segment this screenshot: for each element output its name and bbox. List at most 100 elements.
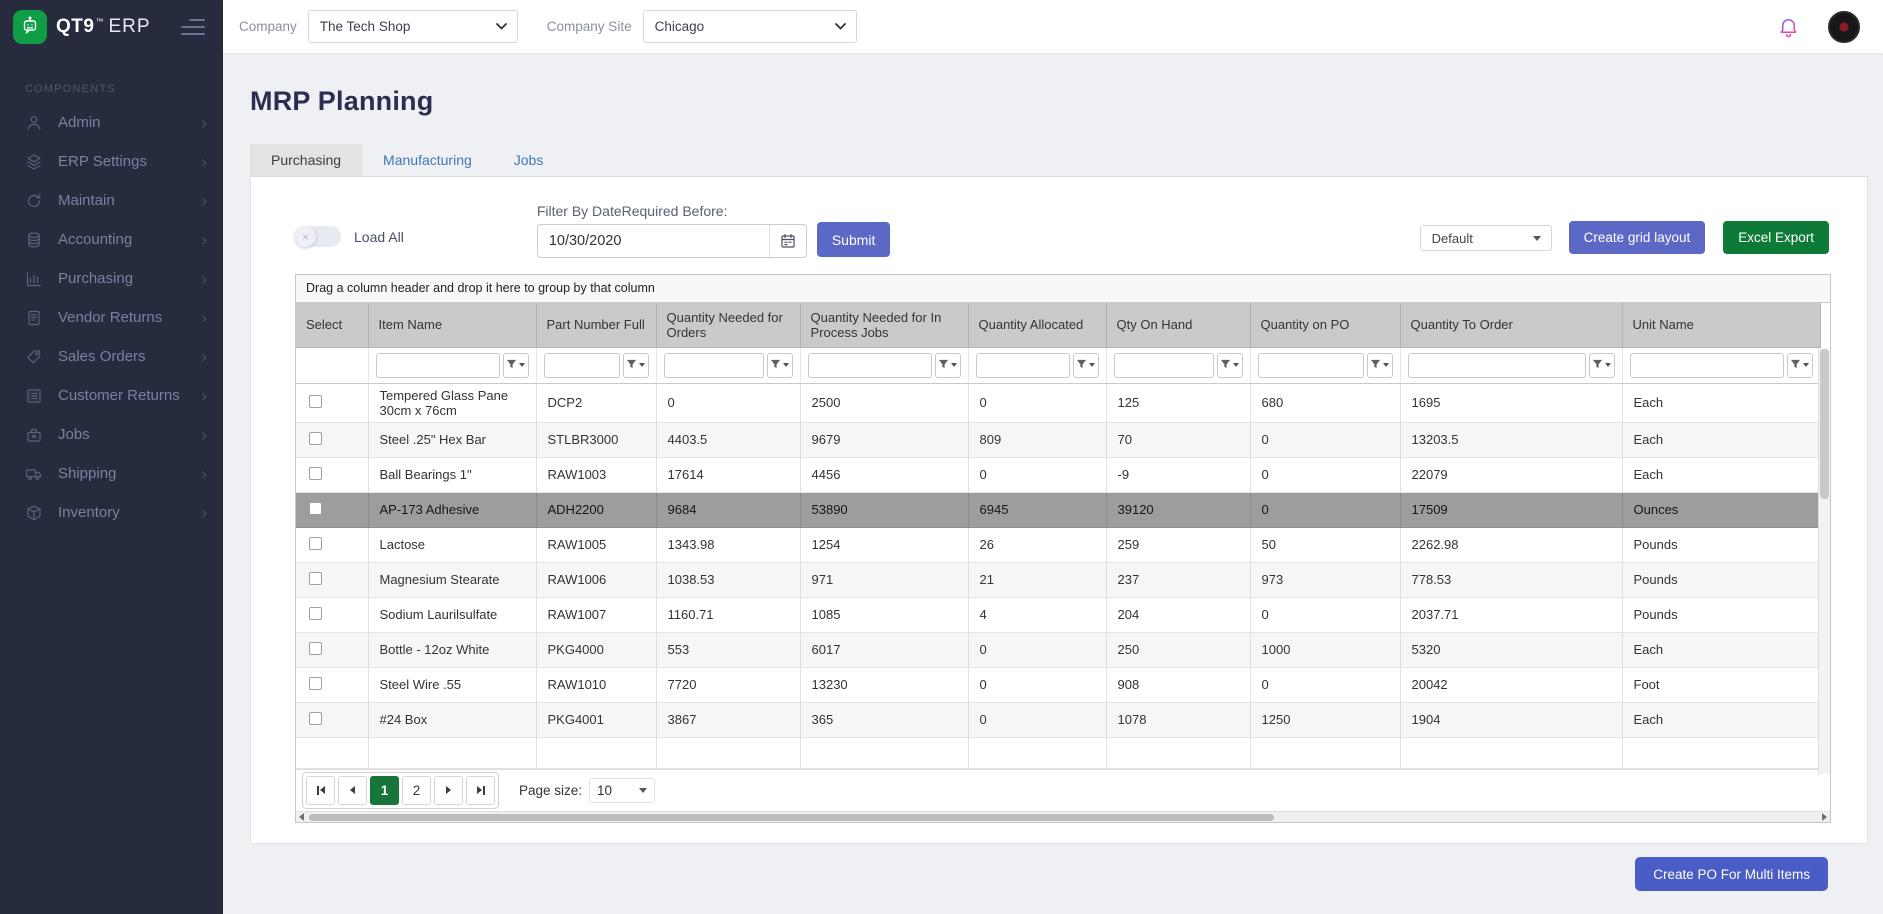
cell: 2037.71 (1400, 597, 1623, 633)
bell-icon[interactable] (1777, 15, 1800, 38)
funnel-icon[interactable] (934, 352, 961, 378)
funnel-icon[interactable] (766, 352, 793, 378)
sidebar-item-vendor-returns[interactable]: Vendor Returns › (0, 298, 223, 337)
row-checkbox[interactable] (309, 711, 322, 725)
sidebar-item-customer-returns[interactable]: Customer Returns › (0, 376, 223, 415)
filter-input-qty-on-hand[interactable] (1113, 352, 1214, 378)
company-select[interactable]: The Tech Shop (307, 10, 518, 43)
row-checkbox[interactable] (309, 394, 322, 408)
filter-input-quantity-to-order[interactable] (1407, 352, 1586, 378)
pager-page-2[interactable]: 2 (402, 775, 431, 805)
row-checkbox[interactable] (309, 466, 322, 480)
menu-icon[interactable] (181, 18, 205, 35)
column-header-quantity-needed-for-in-process-jobs[interactable]: Quantity Needed for In Process Jobs (799, 303, 969, 348)
funnel-icon[interactable] (502, 352, 529, 378)
filter-input-quantity-allocated[interactable] (975, 352, 1070, 378)
column-header-qty-on-hand[interactable]: Qty On Hand (1105, 303, 1251, 348)
table-row[interactable]: Ball Bearings 1" RAW1003 17614 4456 0 -9 0 2207… (296, 457, 1820, 493)
row-checkbox[interactable] (309, 571, 322, 585)
table-row[interactable]: Magnesium Stearate RAW1006 1038.53 971 21 237… (296, 562, 1820, 598)
column-header-unit-name[interactable]: Unit Name (1621, 303, 1821, 348)
pager-page-1[interactable]: 1 (370, 775, 399, 805)
sidebar-item-sales-orders[interactable]: Sales Orders › (0, 337, 223, 376)
vertical-scrollbar[interactable] (1818, 348, 1830, 774)
sidebar-item-label: Shipping (58, 465, 117, 482)
cell: 259 (1106, 527, 1251, 563)
load-all-toggle[interactable]: × (295, 226, 341, 247)
company-site-select[interactable]: Chicago (642, 10, 857, 43)
column-header-item-name[interactable]: Item Name (367, 303, 537, 348)
page-size-select[interactable]: 10 (589, 777, 656, 803)
funnel-icon[interactable] (1786, 352, 1813, 378)
tab-manufacturing[interactable]: Manufacturing (362, 144, 493, 176)
scroll-right-icon[interactable] (1822, 812, 1827, 821)
load-all-label: Load All (354, 228, 404, 245)
row-checkbox[interactable] (309, 606, 322, 620)
excel-export-button[interactable]: Excel Export (1723, 221, 1829, 254)
sidebar-item-shipping[interactable]: Shipping › (0, 454, 223, 493)
column-header-quantity-on-po[interactable]: Quantity on PO (1249, 303, 1401, 348)
pager-prev-button[interactable] (338, 775, 367, 805)
funnel-icon[interactable] (1588, 352, 1615, 378)
funnel-icon[interactable] (622, 352, 649, 378)
filter-input-part-number-full[interactable] (543, 352, 620, 378)
user-avatar[interactable] (1828, 10, 1860, 43)
table-row[interactable]: AP-173 Adhesive ADH2200 9684 53890 6945 39120… (296, 492, 1820, 528)
tab-purchasing[interactable]: Purchasing (250, 144, 363, 176)
filter-input-unit-name[interactable] (1629, 352, 1784, 378)
table-row[interactable]: Steel .25" Hex Bar STLBR3000 4403.5 9679 809… (296, 422, 1820, 458)
row-checkbox[interactable] (309, 431, 322, 445)
sidebar-item-accounting[interactable]: Accounting › (0, 220, 223, 259)
table-row[interactable]: #24 Box PKG4001 3867 365 0 1078 1250 1904 Each (296, 702, 1820, 738)
tab-jobs[interactable]: Jobs (493, 144, 565, 176)
column-header-quantity-allocated[interactable]: Quantity Allocated (967, 303, 1107, 348)
cell: 6017 (800, 632, 969, 668)
sidebar-item-purchasing[interactable]: Purchasing › (0, 259, 223, 298)
funnel-icon[interactable] (1366, 352, 1393, 378)
table-row[interactable]: Steel Wire .55 RAW1010 7720 13230 0 908 0 20042… (296, 667, 1820, 703)
cell: 1695 (1400, 383, 1623, 423)
column-header-quantity-to-order[interactable]: Quantity To Order (1399, 303, 1623, 348)
column-header-quantity-needed-for-orders[interactable]: Quantity Needed for Orders (655, 303, 801, 348)
sidebar-item-admin[interactable]: Admin › (0, 103, 223, 142)
calendar-icon[interactable] (768, 225, 806, 257)
table-row[interactable]: Bottle - 12oz White PKG4000 553 6017 0 250 100… (296, 632, 1820, 668)
sidebar: QT9™ ERP COMPONENTS Admin › ERP Settings › Ma… (0, 0, 223, 914)
create-po-button[interactable]: Create PO For Multi Items (1635, 857, 1828, 891)
filter-input-quantity-on-po[interactable] (1257, 352, 1364, 378)
qt9-logo[interactable]: QT9™ ERP (13, 9, 151, 44)
table-row[interactable]: Sodium Laurilsulfate RAW1007 1160.71 1085 4 2… (296, 597, 1820, 633)
column-header-part-number-full[interactable]: Part Number Full (535, 303, 657, 348)
sidebar-item-jobs[interactable]: Jobs › (0, 415, 223, 454)
filter-input-quantity-needed-for-in-process-jobs[interactable] (807, 352, 932, 378)
horizontal-scrollbar-thumb[interactable] (309, 813, 1274, 821)
funnel-icon[interactable] (1216, 352, 1243, 378)
row-checkbox[interactable] (309, 641, 322, 655)
sidebar-item-maintain[interactable]: Maintain › (0, 181, 223, 220)
filter-input-item-name[interactable] (375, 352, 500, 378)
grid-layout-select[interactable]: Default (1419, 225, 1552, 251)
table-row[interactable]: Tempered Glass Pane 30cm x 76cm DCP2 0 2500… (296, 383, 1820, 423)
column-header-select[interactable]: Select (296, 303, 369, 348)
pager-last-button[interactable] (466, 775, 495, 805)
scroll-left-icon[interactable] (299, 812, 304, 821)
pager-next-button[interactable] (434, 775, 463, 805)
create-grid-layout-button[interactable]: Create grid layout (1568, 221, 1706, 254)
sidebar-item-erp-settings[interactable]: ERP Settings › (0, 142, 223, 181)
table-row[interactable]: Lactose RAW1005 1343.98 1254 26 259 50 2262.98 P… (296, 527, 1820, 563)
filter-input-quantity-needed-for-orders[interactable] (663, 352, 764, 378)
funnel-icon[interactable] (1072, 352, 1099, 378)
row-checkbox[interactable] (309, 501, 322, 515)
row-checkbox[interactable] (309, 536, 322, 550)
submit-button[interactable]: Submit (816, 222, 891, 257)
layers-icon (25, 153, 43, 171)
sidebar-item-inventory[interactable]: Inventory › (0, 493, 223, 532)
cell: 4403.5 (656, 422, 801, 458)
vertical-scrollbar-thumb[interactable] (1820, 349, 1829, 499)
date-required-input[interactable]: 10/30/2020 (536, 224, 807, 258)
cell: 4456 (800, 457, 969, 493)
horizontal-scrollbar[interactable] (296, 810, 1830, 822)
row-checkbox[interactable] (309, 676, 322, 690)
pager-first-button[interactable] (306, 775, 335, 805)
